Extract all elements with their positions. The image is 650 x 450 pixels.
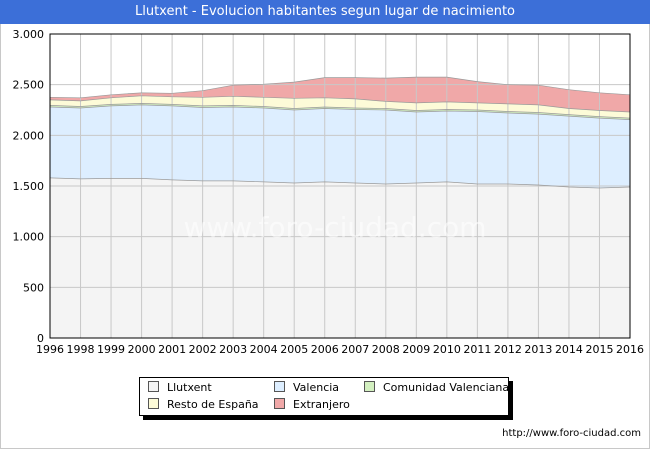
series-line-llutxent: [49, 177, 631, 189]
legend-item-llutxent: Llutxent: [148, 381, 212, 395]
x-tick-label: 2011: [463, 343, 491, 356]
x-tick-label: 2015: [585, 343, 613, 356]
legend-swatch-resto: [148, 398, 159, 409]
x-tick-label: 2012: [494, 343, 522, 356]
x-tick-label: 2014: [555, 343, 583, 356]
x-tick-label: 2006: [311, 343, 339, 356]
legend-label-valencia: Valencia: [293, 381, 340, 394]
legend-label-extranjero: Extranjero: [293, 398, 350, 411]
chart-title: Llutxent - Evolucion habitantes segun lu…: [0, 0, 650, 24]
x-tick-label: 1999: [97, 343, 125, 356]
x-tick-label: 2016: [616, 343, 644, 356]
legend-label-resto: Resto de España: [167, 398, 259, 411]
series-line-valencia: [49, 104, 631, 120]
x-tick-label: 1996: [36, 343, 64, 356]
x-tick-label: 2001: [158, 343, 186, 356]
y-tick-label: 3.000: [13, 28, 45, 41]
legend-item-extranjero: Extranjero: [274, 398, 350, 412]
legend-swatch-comunidad: [364, 381, 375, 392]
x-tick-label: 2009: [402, 343, 430, 356]
x-tick-label: 2010: [433, 343, 461, 356]
x-tick-label: 2013: [524, 343, 552, 356]
legend-item-resto: Resto de España: [148, 398, 259, 412]
y-tick-label: 0: [37, 332, 44, 345]
footer-url[interactable]: http://www.foro-ciudad.com: [502, 428, 641, 439]
series-line-extranjero: [49, 76, 631, 99]
x-tick-label: 2005: [280, 343, 308, 356]
plot-frame: [49, 33, 631, 339]
y-tick-label: 1.000: [13, 231, 45, 244]
area-extranjero: [50, 77, 630, 112]
legend-label-llutxent: Llutxent: [167, 381, 212, 394]
series-line-comunidad: [49, 103, 631, 119]
x-tick-label: 2002: [189, 343, 217, 356]
legend-swatch-valencia: [274, 381, 285, 392]
area-llutxent: [50, 177, 630, 338]
x-tick-label: 2004: [250, 343, 278, 356]
area-comunidad: [50, 103, 630, 120]
area-valencia: [50, 104, 630, 188]
x-tick-label: 2003: [219, 343, 247, 356]
series-line-resto: [49, 95, 631, 113]
legend-swatch-extranjero: [274, 398, 285, 409]
area-resto: [50, 95, 630, 119]
x-tick-label: 1998: [67, 343, 95, 356]
y-tick-label: 2.000: [13, 129, 45, 142]
legend: Llutxent Valencia Comunidad Valenciana R…: [139, 377, 509, 416]
x-tick-label: 2008: [372, 343, 400, 356]
legend-swatch-llutxent: [148, 381, 159, 392]
legend-item-comunidad: Comunidad Valenciana: [364, 381, 509, 395]
y-tick-label: 1.500: [13, 180, 45, 193]
y-tick-label: 2.500: [13, 79, 45, 92]
legend-item-valencia: Valencia: [274, 381, 339, 395]
watermark: www.foro-ciudad.com: [184, 211, 487, 244]
y-tick-label: 500: [23, 281, 44, 294]
x-tick-label: 2000: [128, 343, 156, 356]
legend-label-comunidad: Comunidad Valenciana: [383, 381, 510, 394]
x-tick-label: 2007: [341, 343, 369, 356]
